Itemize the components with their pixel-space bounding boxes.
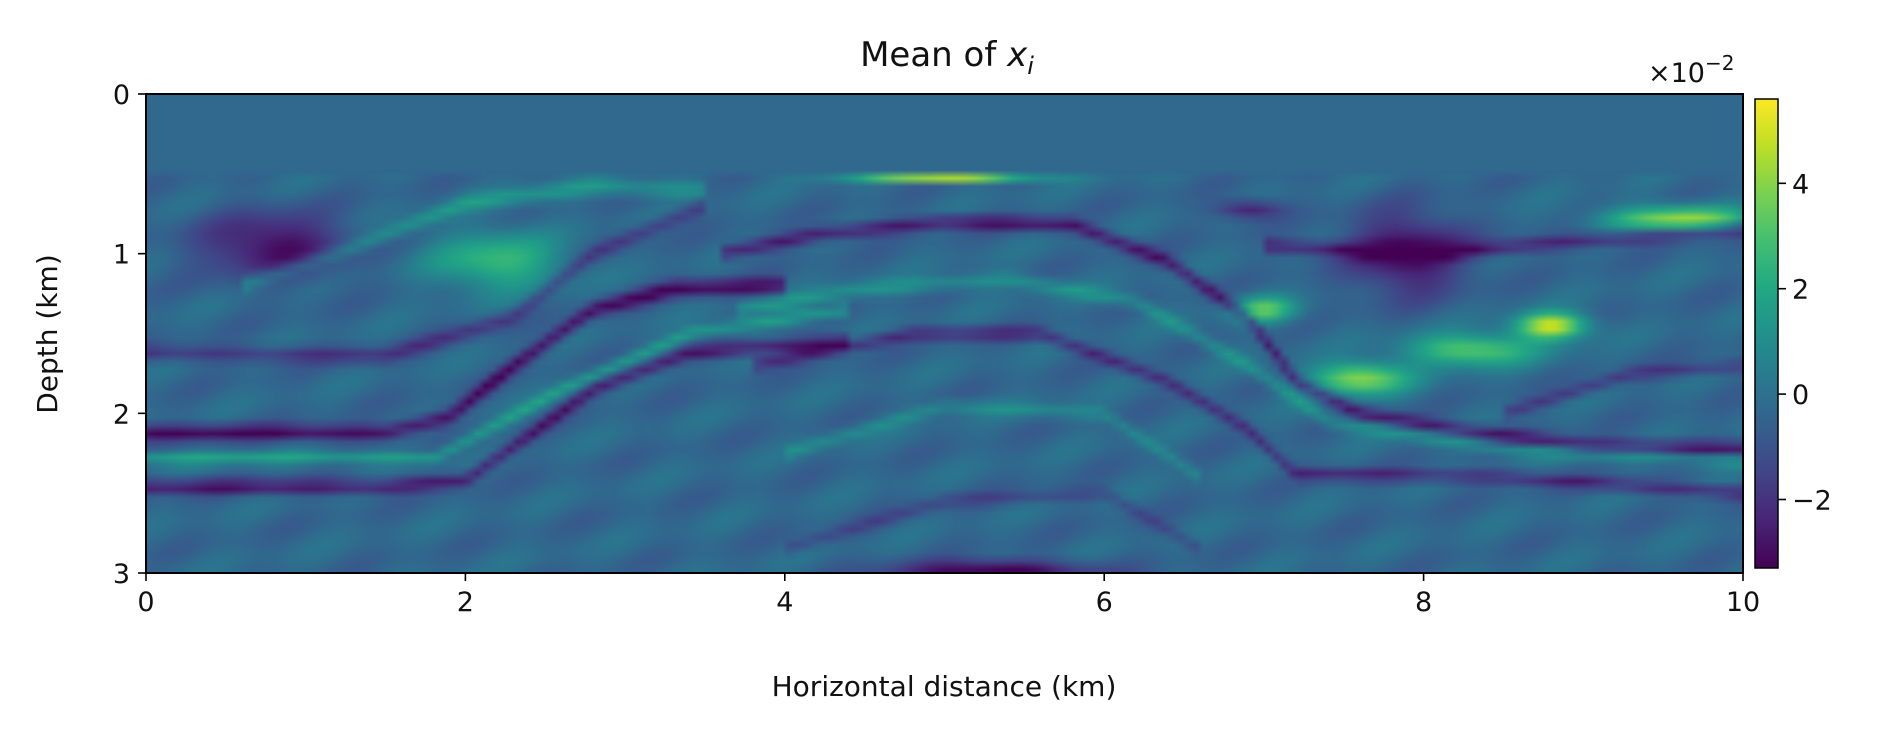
y-axis-label: Depth (km) <box>31 254 64 414</box>
heatmap-image <box>146 94 1743 573</box>
colorbar-scale-exponent: −2 <box>1705 51 1734 75</box>
plot-frame <box>145 93 1744 574</box>
colorbar-scale-label: ×10−2 <box>1648 51 1734 89</box>
x-axis-label: Horizontal distance (km) <box>772 670 1117 703</box>
x-axis-ticks: 0 2 4 6 8 10 <box>137 573 1760 618</box>
y-axis-ticks: 0 1 2 3 <box>113 80 146 590</box>
x-tick-label: 4 <box>776 587 793 618</box>
chart-title-subscript: i <box>1027 52 1034 80</box>
colorbar-tick-label: 4 <box>1792 169 1809 200</box>
colorbar <box>1754 98 1779 569</box>
y-tick-label: 3 <box>113 559 130 590</box>
colorbar-tick-label: 2 <box>1792 275 1809 306</box>
colorbar-tick-label: −2 <box>1792 485 1832 516</box>
x-tick-label: 10 <box>1726 587 1760 618</box>
y-tick-label: 0 <box>113 80 130 111</box>
y-tick-label: 2 <box>113 399 130 430</box>
colorbar-scale-base: ×10 <box>1648 58 1705 89</box>
colorbar-ticks: 4 2 0 −2 <box>1778 169 1832 516</box>
chart-title: Mean of xi <box>860 35 1034 80</box>
x-tick-label: 0 <box>137 587 154 618</box>
y-tick-label: 1 <box>113 240 130 271</box>
x-tick-label: 2 <box>457 587 474 618</box>
chart-title-prefix: Mean of <box>860 35 1007 75</box>
x-tick-label: 6 <box>1096 587 1113 618</box>
x-tick-label: 8 <box>1415 587 1432 618</box>
colorbar-tick-label: 0 <box>1792 380 1809 411</box>
chart-title-variable: x <box>1006 35 1028 75</box>
